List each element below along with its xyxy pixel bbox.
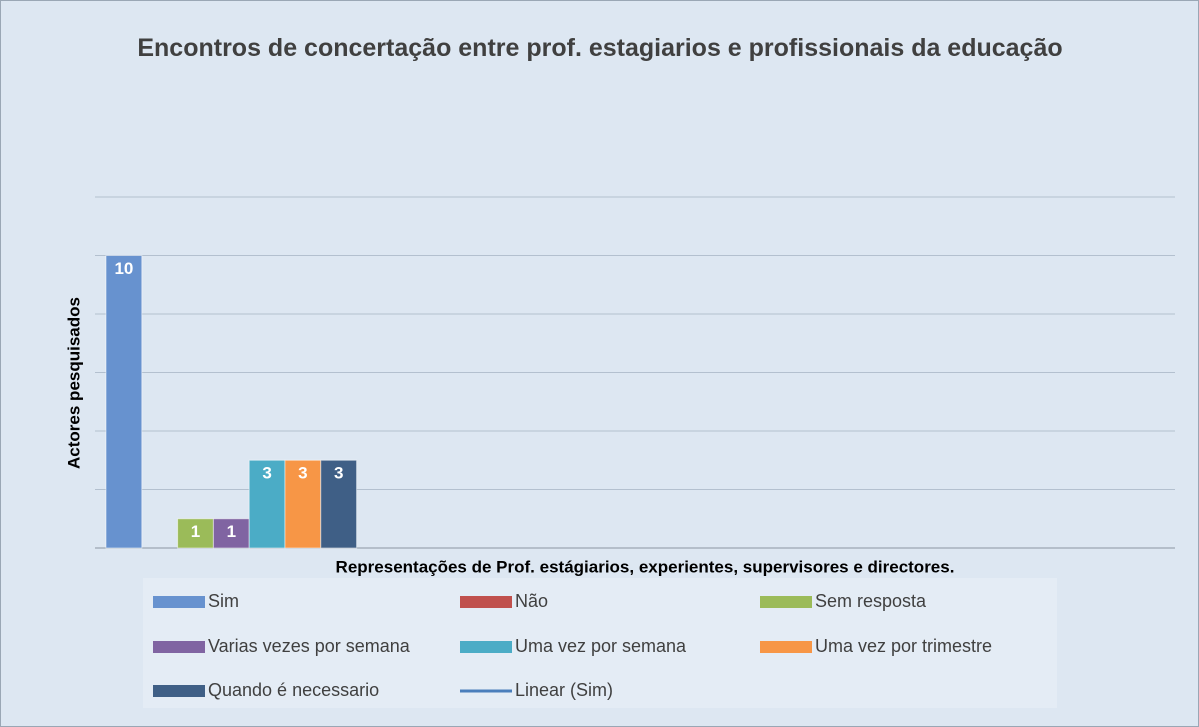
bar [284, 459, 322, 549]
data-label: 1 [191, 522, 200, 541]
legend-swatch [760, 641, 812, 653]
legend-label: Uma vez por semana [515, 636, 687, 656]
chart-title: Encontros de concertação entre prof. est… [137, 34, 1063, 62]
legend-swatch [760, 596, 812, 608]
data-label: 10 [114, 259, 133, 278]
legend-label: Não [515, 591, 548, 611]
data-label: 3 [298, 464, 307, 483]
legend-label: Quando é necessario [208, 680, 379, 700]
legend-swatch [153, 685, 205, 697]
bar [212, 518, 250, 549]
bar [320, 459, 358, 549]
legend-swatch [153, 641, 205, 653]
legend-box [143, 578, 1057, 708]
legend-swatch [460, 596, 512, 608]
bar [105, 255, 143, 549]
legend-label: Sim [208, 591, 239, 611]
data-label: 1 [227, 522, 236, 541]
data-label: 3 [262, 464, 271, 483]
legend-label: Sem resposta [815, 591, 927, 611]
legend-label: Uma vez por trimestre [815, 636, 992, 656]
legend-swatch [153, 596, 205, 608]
legend-swatch [460, 641, 512, 653]
data-label: 3 [334, 464, 343, 483]
bar [248, 459, 286, 549]
legend-label: Linear (Sim) [515, 680, 613, 700]
x-axis-label: Representações de Prof. estágiarios, exp… [336, 557, 955, 576]
y-axis-label: Actores pesquisados [64, 297, 83, 469]
legend-label: Varias vezes por semana [208, 636, 411, 656]
bar [177, 518, 214, 549]
